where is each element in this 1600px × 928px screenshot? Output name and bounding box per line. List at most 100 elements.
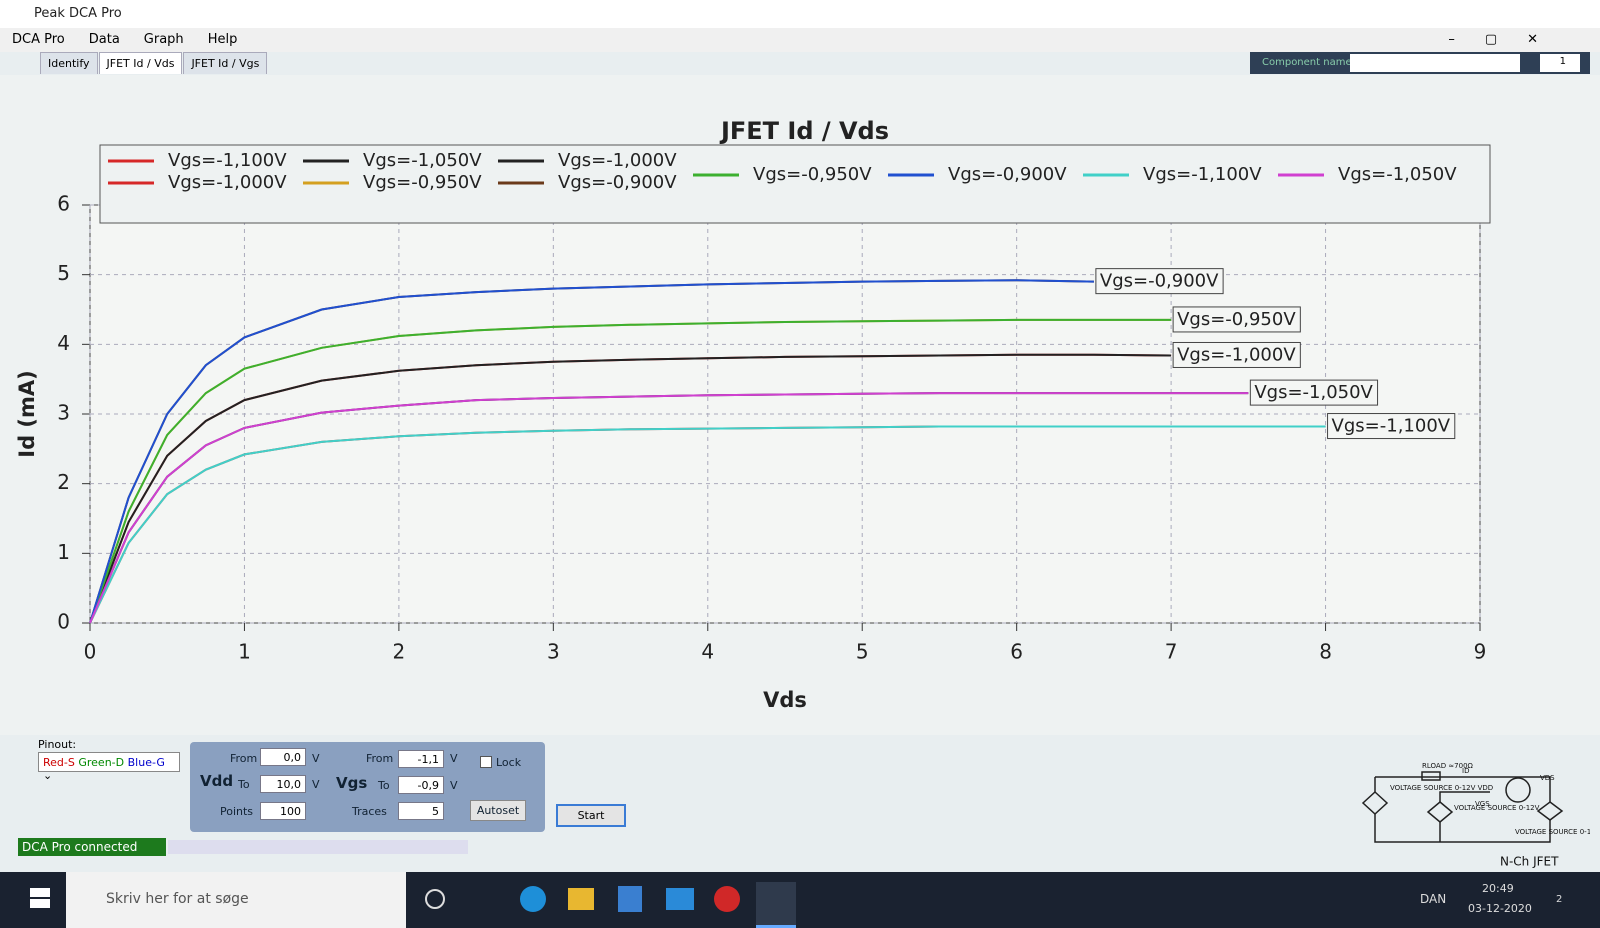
date: 03-12-2020 [1468, 902, 1532, 915]
to-label: To [378, 779, 390, 792]
progress [168, 840, 468, 854]
unit: V [312, 752, 320, 765]
time: 20:49 [1482, 882, 1514, 895]
x-tick-label: 8 [1319, 640, 1332, 664]
circuit-lines [1361, 771, 1564, 843]
tab[interactable]: JFET Id / Vds [98, 52, 183, 74]
points-label: Points [220, 805, 254, 818]
annotation-box [1095, 268, 1224, 295]
legend-label: Vgs=-1,100V [1143, 164, 1262, 185]
legend-label: Vgs=-1,000V [168, 172, 287, 193]
x-tick-label: 3 [547, 640, 560, 664]
series-line [89, 279, 1094, 624]
chart-title: JFET Id / Vds [719, 117, 889, 145]
points[interactable]: 100 [260, 802, 306, 820]
component-input[interactable] [1350, 54, 1520, 72]
x-tick-label: 7 [1165, 640, 1178, 664]
vgs-label: Vgs [336, 774, 368, 792]
traces-label: Traces [352, 805, 387, 818]
language[interactable]: DAN [1420, 892, 1447, 906]
x-axis-label: Vds [763, 688, 807, 712]
vdd-label: Vdd [200, 772, 234, 790]
pin: Red-S [43, 756, 75, 769]
x-tick-label: 1 [238, 640, 251, 664]
x-tick-label: 9 [1474, 640, 1487, 664]
start-icon[interactable] [30, 888, 50, 908]
search-placeholder: Skriv her for at søge [106, 891, 249, 907]
mail-icon[interactable] [666, 888, 694, 910]
vdd-from[interactable]: 0,0 [260, 748, 306, 766]
unit: V [450, 779, 458, 792]
from-label: From [366, 752, 394, 765]
vgs-to[interactable]: -0,9 [398, 776, 444, 794]
y-tick-label: 0 [57, 610, 70, 634]
legend-label: Vgs=-1,050V [363, 150, 482, 171]
menu-item[interactable]: Data [88, 32, 120, 47]
annotation-box [1172, 306, 1301, 333]
series-line [89, 425, 1326, 624]
circuit-caption: N-Ch JFET [1500, 855, 1559, 869]
circuit-label: VGS [1475, 800, 1490, 808]
app-icon[interactable] [714, 886, 740, 912]
circuit: RLOAD ≈700Ω ID VDS VGS VOLTAGE SOURCE 0-… [1361, 762, 1590, 869]
circuit-label: VOLTAGE SOURCE 0-12V [1454, 804, 1540, 812]
pin: Green-D [78, 756, 125, 769]
annotation-box [1249, 379, 1379, 406]
start-button[interactable]: Start [556, 804, 626, 827]
cortana-icon[interactable] [425, 889, 445, 909]
menu-item[interactable]: Help [207, 32, 238, 47]
lock-checkbox[interactable] [480, 756, 492, 768]
y-tick-label: 5 [57, 261, 70, 285]
legend-label: Vgs=-1,100V [168, 150, 287, 171]
explorer-icon[interactable] [568, 888, 594, 910]
dca-icon[interactable] [756, 882, 796, 928]
vdd-to[interactable]: 10,0 [260, 775, 306, 793]
x-tick-label: 6 [1010, 640, 1023, 664]
autoset-button[interactable]: Autoset [470, 800, 526, 821]
pin: Blue-G [127, 756, 165, 769]
chart: JFET Id / Vds 0 1 2 3 4 5 6 0 1 2 3 4 5 6 7 8 9 Vds Id (mA)… [0, 75, 1600, 735]
y-tick-label: 2 [57, 470, 70, 494]
component-bar: Component name 1 [1250, 52, 1590, 74]
annotation: Vgs=-0,900V [1100, 271, 1219, 292]
y-tick-label: 1 [57, 540, 70, 564]
notifications[interactable]: 2 [1556, 894, 1563, 905]
tabs: Identify JFET Id / Vds JFET Id / Vgs [40, 52, 268, 74]
legend-label: Vgs=-0,900V [558, 172, 677, 193]
menu-item[interactable]: Graph [143, 32, 184, 47]
status: DCA Pro connected [18, 838, 166, 856]
tab[interactable]: Identify [40, 52, 98, 74]
to-label: To [238, 778, 250, 791]
vgs-from[interactable]: -1,1 [398, 750, 444, 768]
legend-label: Vgs=-0,950V [363, 172, 482, 193]
x-tick-label: 4 [701, 640, 714, 664]
title-bar: Peak DCA Pro [0, 0, 1600, 28]
pinout-select[interactable]: Red-S Green-D Blue-G ⌄ [38, 752, 180, 782]
series-line [89, 318, 1172, 624]
circuit-label: VOLTAGE SOURCE 0-12V [1515, 828, 1590, 836]
from-label: From [230, 752, 258, 765]
annotation-box [1172, 341, 1301, 368]
store-icon[interactable] [618, 886, 642, 912]
annotation: Vgs=-1,000V [1177, 344, 1296, 365]
legend-label: Vgs=-1,050V [1338, 164, 1457, 185]
search-box[interactable]: Skriv her for at søge [66, 872, 406, 928]
window-buttons[interactable]: –▢✕ [1448, 32, 1568, 47]
pinout-label: Pinout: [38, 738, 77, 751]
circuit-label: VDS [1540, 774, 1555, 782]
taskbar: Skriv her for at søge DAN 20:49 03-12-20… [0, 872, 1600, 928]
series-line [89, 353, 1172, 624]
menu-item[interactable]: DCA Pro [12, 32, 65, 47]
component-label: Component name [1262, 57, 1352, 68]
edge-icon[interactable] [520, 886, 546, 912]
circuit-label: VOLTAGE SOURCE 0-12V VDD [1390, 784, 1493, 792]
annotation-box [1327, 413, 1456, 440]
annotation: Vgs=-1,100V [1332, 416, 1451, 437]
component-count[interactable]: 1 [1540, 54, 1580, 72]
y-axis-label: Id (mA) [15, 370, 39, 458]
traces[interactable]: 5 [398, 802, 444, 820]
tab[interactable]: JFET Id / Vgs [183, 52, 268, 74]
x-tick-label: 0 [84, 640, 97, 664]
y-tick-label: 4 [57, 331, 70, 355]
